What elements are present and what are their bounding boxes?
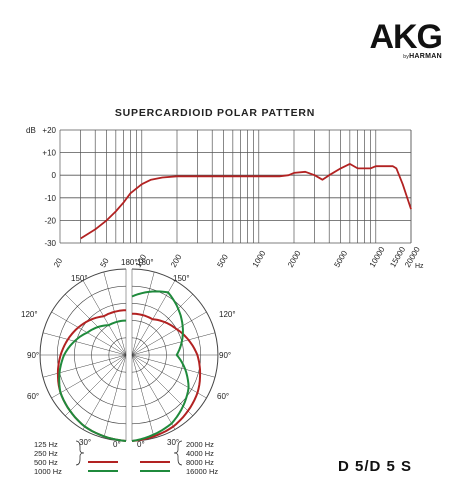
polar-spoke: [82, 280, 127, 356]
polar-pattern-curve: [131, 312, 202, 442]
polar-spoke: [51, 354, 127, 399]
y-tick-label: -20: [44, 216, 56, 225]
polar-spoke: [65, 294, 127, 356]
polar-pattern-curve: [131, 290, 190, 442]
legend-label: 250 Hz: [34, 449, 58, 458]
x-tick-label: 2000: [286, 249, 303, 269]
polar-angle-label: 150°: [173, 274, 190, 283]
chart-title: SUPERCARDIOID POLAR PATTERN: [115, 107, 315, 119]
polar-angle-label: 60°: [27, 392, 39, 401]
x-tick-label: 20: [52, 256, 65, 269]
polar-spoke: [131, 354, 207, 399]
x-tick-label: 5000: [332, 249, 349, 269]
x-unit-label: Hz: [415, 263, 424, 270]
polar-pattern: 180° 180° 150° 150° 120° 120° 90° 90° 60° 60° 30° 3…: [21, 258, 236, 449]
polar-angle-label: 90°: [27, 351, 39, 360]
polar-spoke: [103, 354, 127, 439]
brand-by: by: [403, 54, 410, 60]
brand-name: AKG: [369, 18, 443, 56]
frequency-grid: [59, 129, 412, 244]
legend-label: 8000 Hz: [186, 458, 214, 467]
legend-label: 1000 Hz: [34, 467, 62, 476]
response-curve-line: [80, 162, 412, 240]
y-tick-label: +20: [42, 126, 56, 135]
polar-spoke: [82, 354, 127, 430]
y-tick-label: 0: [52, 171, 57, 180]
polar-angle-label: 30°: [167, 438, 179, 447]
y-tick-label: -30: [44, 239, 56, 248]
x-tick-label: 1000: [251, 249, 268, 269]
legend-label: 125 Hz: [34, 440, 58, 449]
y-unit-label: dB: [26, 126, 36, 135]
polar-spoke: [103, 271, 127, 356]
x-tick-label: 200: [169, 252, 184, 269]
polar-spoke: [131, 311, 207, 356]
polar-spoke: [51, 311, 127, 356]
polar-spoke: [65, 354, 127, 416]
polar-angle-label: 60°: [217, 392, 229, 401]
x-tick-label: 10000: [368, 245, 387, 269]
polar-angle-label: 120°: [219, 310, 236, 319]
polar-angle-label: 90°: [219, 351, 231, 360]
brand-logo: AKG byHARMAN: [346, 18, 443, 60]
brand-parent: byHARMAN: [346, 53, 442, 60]
y-tick-label: -10: [44, 194, 56, 203]
polar-spoke: [131, 354, 216, 378]
legend-label: 2000 Hz: [186, 440, 214, 449]
legend-brace: [173, 440, 183, 466]
brand-parent-name: HARMAN: [409, 53, 442, 60]
polar-spoke: [42, 354, 127, 378]
polar-angle-label: 180°: [121, 258, 138, 267]
polar-angle-label: 0°: [113, 440, 121, 449]
model-name: D 5/D 5 S: [338, 458, 413, 475]
legend-label: 16000 Hz: [186, 467, 218, 476]
legend-label: 500 Hz: [34, 458, 58, 467]
polar-angle-label: 120°: [21, 310, 38, 319]
polar-pattern-curve: [58, 319, 127, 442]
polar-angle-label: 180°: [137, 258, 154, 267]
legend-label: 4000 Hz: [186, 449, 214, 458]
legend-brace: [75, 440, 85, 466]
x-tick-label: 50: [98, 256, 111, 269]
polar-spoke: [131, 294, 193, 356]
x-tick-label: 500: [215, 252, 230, 269]
y-tick-label: +10: [42, 149, 56, 158]
polar-spoke: [131, 354, 155, 439]
polar-angle-label: 0°: [137, 440, 145, 449]
polar-angle-label: 30°: [79, 438, 91, 447]
frequency-response-curve: [80, 162, 412, 240]
polar-angle-label: 150°: [71, 274, 88, 283]
polar-spoke: [131, 354, 176, 430]
polar-spoke: [42, 332, 127, 356]
polar-spoke: [131, 271, 155, 356]
polar-spoke: [131, 332, 216, 356]
